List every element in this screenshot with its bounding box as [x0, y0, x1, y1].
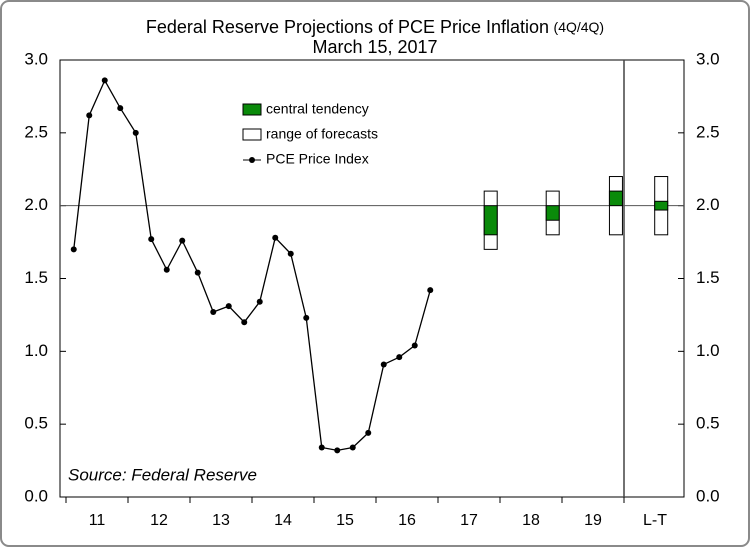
- y-tick-label: 1.5: [24, 268, 48, 287]
- central-box: [608, 190, 623, 207]
- central-box: [545, 205, 560, 221]
- y2-tick-label: 1.5: [696, 268, 720, 287]
- central-box: [483, 205, 498, 236]
- y-tick-label: 3.0: [24, 49, 48, 68]
- y-tick-label: 2.5: [24, 122, 48, 141]
- line: [73, 78, 431, 452]
- x-tick-label: 17: [460, 512, 478, 529]
- point: [163, 266, 170, 273]
- y2-tick-label: 0.0: [696, 486, 720, 505]
- point: [117, 105, 124, 112]
- x-tick-label: 12: [150, 512, 168, 529]
- point: [380, 361, 387, 368]
- point: [411, 342, 418, 349]
- x-tick-label: 13: [212, 512, 230, 529]
- point: [396, 354, 403, 361]
- central-box: [654, 200, 669, 211]
- x-tick-label: 19: [584, 512, 602, 529]
- title-line: Federal Reserve Projections of PCE Price…: [146, 17, 604, 37]
- y-tick-label: 1.0: [24, 341, 48, 360]
- point: [194, 269, 201, 276]
- chart-title: Federal Reserve Projections of PCE Price…: [146, 17, 549, 37]
- point: [241, 319, 248, 326]
- point: [210, 309, 217, 316]
- legend-label: PCE Price Index: [266, 151, 369, 167]
- point: [179, 237, 186, 244]
- point: [225, 303, 232, 310]
- y2-tick-label: 1.0: [696, 341, 720, 360]
- point: [132, 129, 139, 136]
- legend-swatch: [242, 103, 262, 116]
- chart-subtitle: March 15, 2017: [312, 37, 437, 57]
- legend-swatch: [242, 128, 262, 141]
- annotation: Source: Federal Reserve: [68, 465, 257, 484]
- point: [318, 444, 325, 451]
- point: [303, 314, 310, 321]
- point: [86, 112, 93, 119]
- x-tick-label: 16: [398, 512, 416, 529]
- y-tick-label: 2.0: [24, 195, 48, 214]
- point: [365, 429, 372, 436]
- title-note: (4Q/4Q): [554, 19, 605, 35]
- x-tick-label: 15: [336, 512, 354, 529]
- legend-swatch: [249, 157, 255, 163]
- y2-tick-label: 3.0: [696, 49, 720, 68]
- point: [101, 77, 108, 84]
- point: [256, 298, 263, 305]
- y-tick-label: 0.0: [24, 486, 48, 505]
- point: [272, 234, 279, 241]
- point: [70, 246, 77, 253]
- x-tick-label: 11: [89, 512, 106, 529]
- point: [349, 444, 356, 451]
- legend-label: central tendency: [266, 101, 369, 117]
- y2-tick-label: 0.5: [696, 414, 720, 433]
- point: [427, 287, 434, 294]
- y2-tick-label: 2.5: [696, 122, 720, 141]
- y2-tick-label: 2.0: [696, 195, 720, 214]
- point: [334, 447, 341, 454]
- y-tick-label: 0.5: [24, 414, 48, 433]
- legend-label: range of forecasts: [266, 126, 378, 142]
- x-tick-label: 18: [522, 512, 540, 529]
- point: [287, 250, 294, 257]
- point: [148, 236, 155, 243]
- x-tick-label: 14: [274, 512, 292, 529]
- x-tick-label: L-T: [643, 512, 667, 529]
